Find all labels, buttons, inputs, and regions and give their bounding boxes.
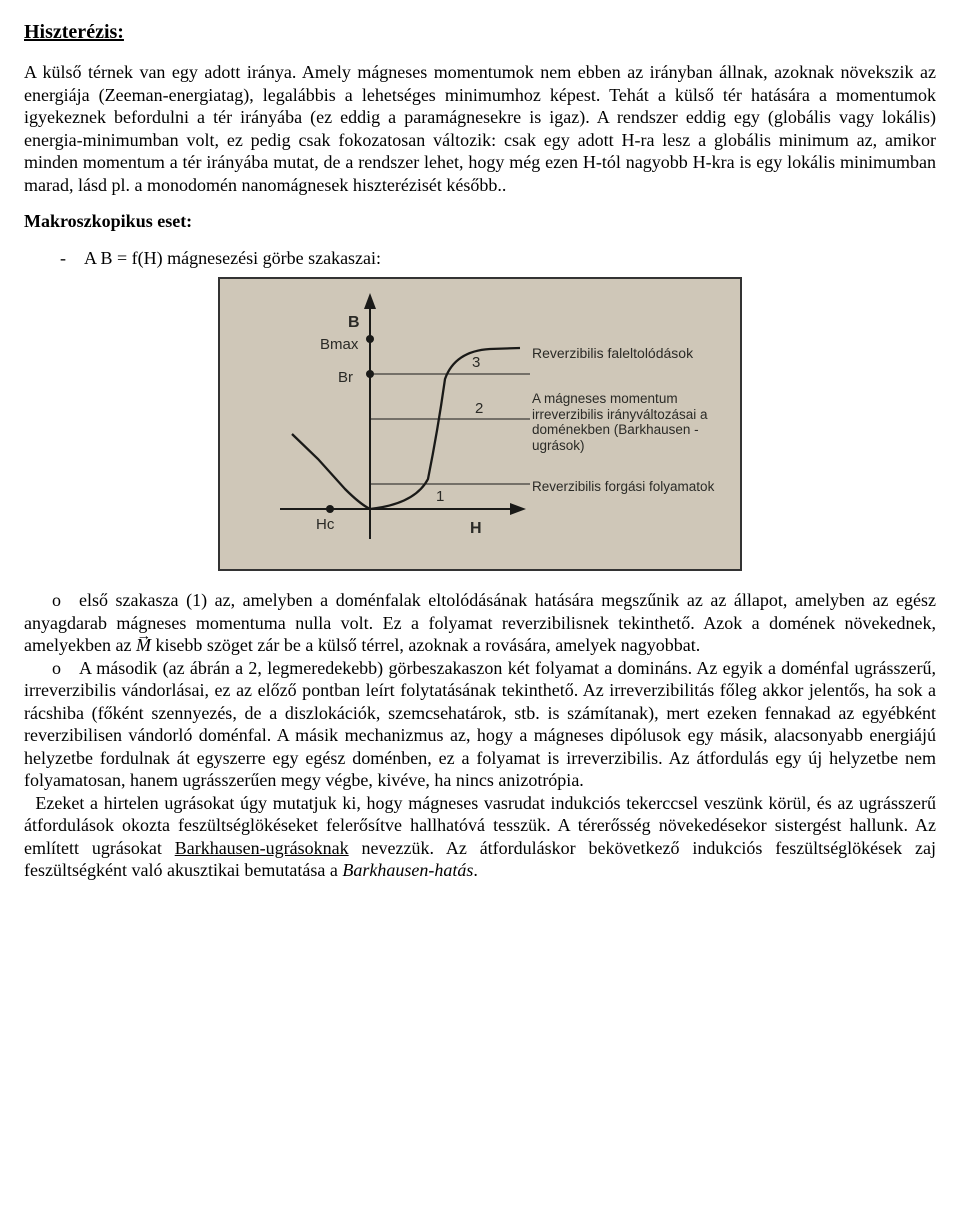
paragraph-intro: A külső térnek van egy adott iránya. Ame… xyxy=(24,61,936,196)
axis-b-label: B xyxy=(348,314,360,331)
barkhausen-term: Barkhausen-ugrásoknak xyxy=(175,838,349,858)
axis-h-label: H xyxy=(470,520,482,537)
hc-label: Hc xyxy=(316,516,335,533)
hysteresis-diagram: 3 2 1 B Bmax Br Hc H Reverzibilis falelt… xyxy=(218,277,742,571)
marker-3: 3 xyxy=(472,354,480,371)
bmax-label: Bmax xyxy=(320,336,359,353)
fig-text-bot: Reverzibilis forgási folyamatok xyxy=(532,479,738,495)
br-label: Br xyxy=(338,369,353,386)
section-heading: Makroszkopikus eset: xyxy=(24,210,936,233)
marker-1: 1 xyxy=(436,488,444,505)
list-item-curve: - A B = f(H) mágnesezési görbe szakaszai… xyxy=(60,247,936,270)
page-title: Hiszterézis: xyxy=(24,20,936,45)
body-o1-part-b: kisebb szöget zár be a külső térrel, azo… xyxy=(151,635,700,655)
fig-text-top: Reverzibilis faleltolódások xyxy=(532,345,732,361)
paragraph-body: o első szakasza (1) az, amelyben a domén… xyxy=(24,589,936,882)
vector-m: M xyxy=(136,635,151,655)
body-o2: o A második (az ábrán a 2, legmeredekebb… xyxy=(24,658,936,791)
marker-2: 2 xyxy=(475,400,483,417)
barkhausen-effect: Barkhausen-hatás xyxy=(342,860,473,880)
fig-text-mid: A mágneses momentum irreverzibilis irány… xyxy=(532,391,738,453)
body-final-c: . xyxy=(473,860,478,880)
